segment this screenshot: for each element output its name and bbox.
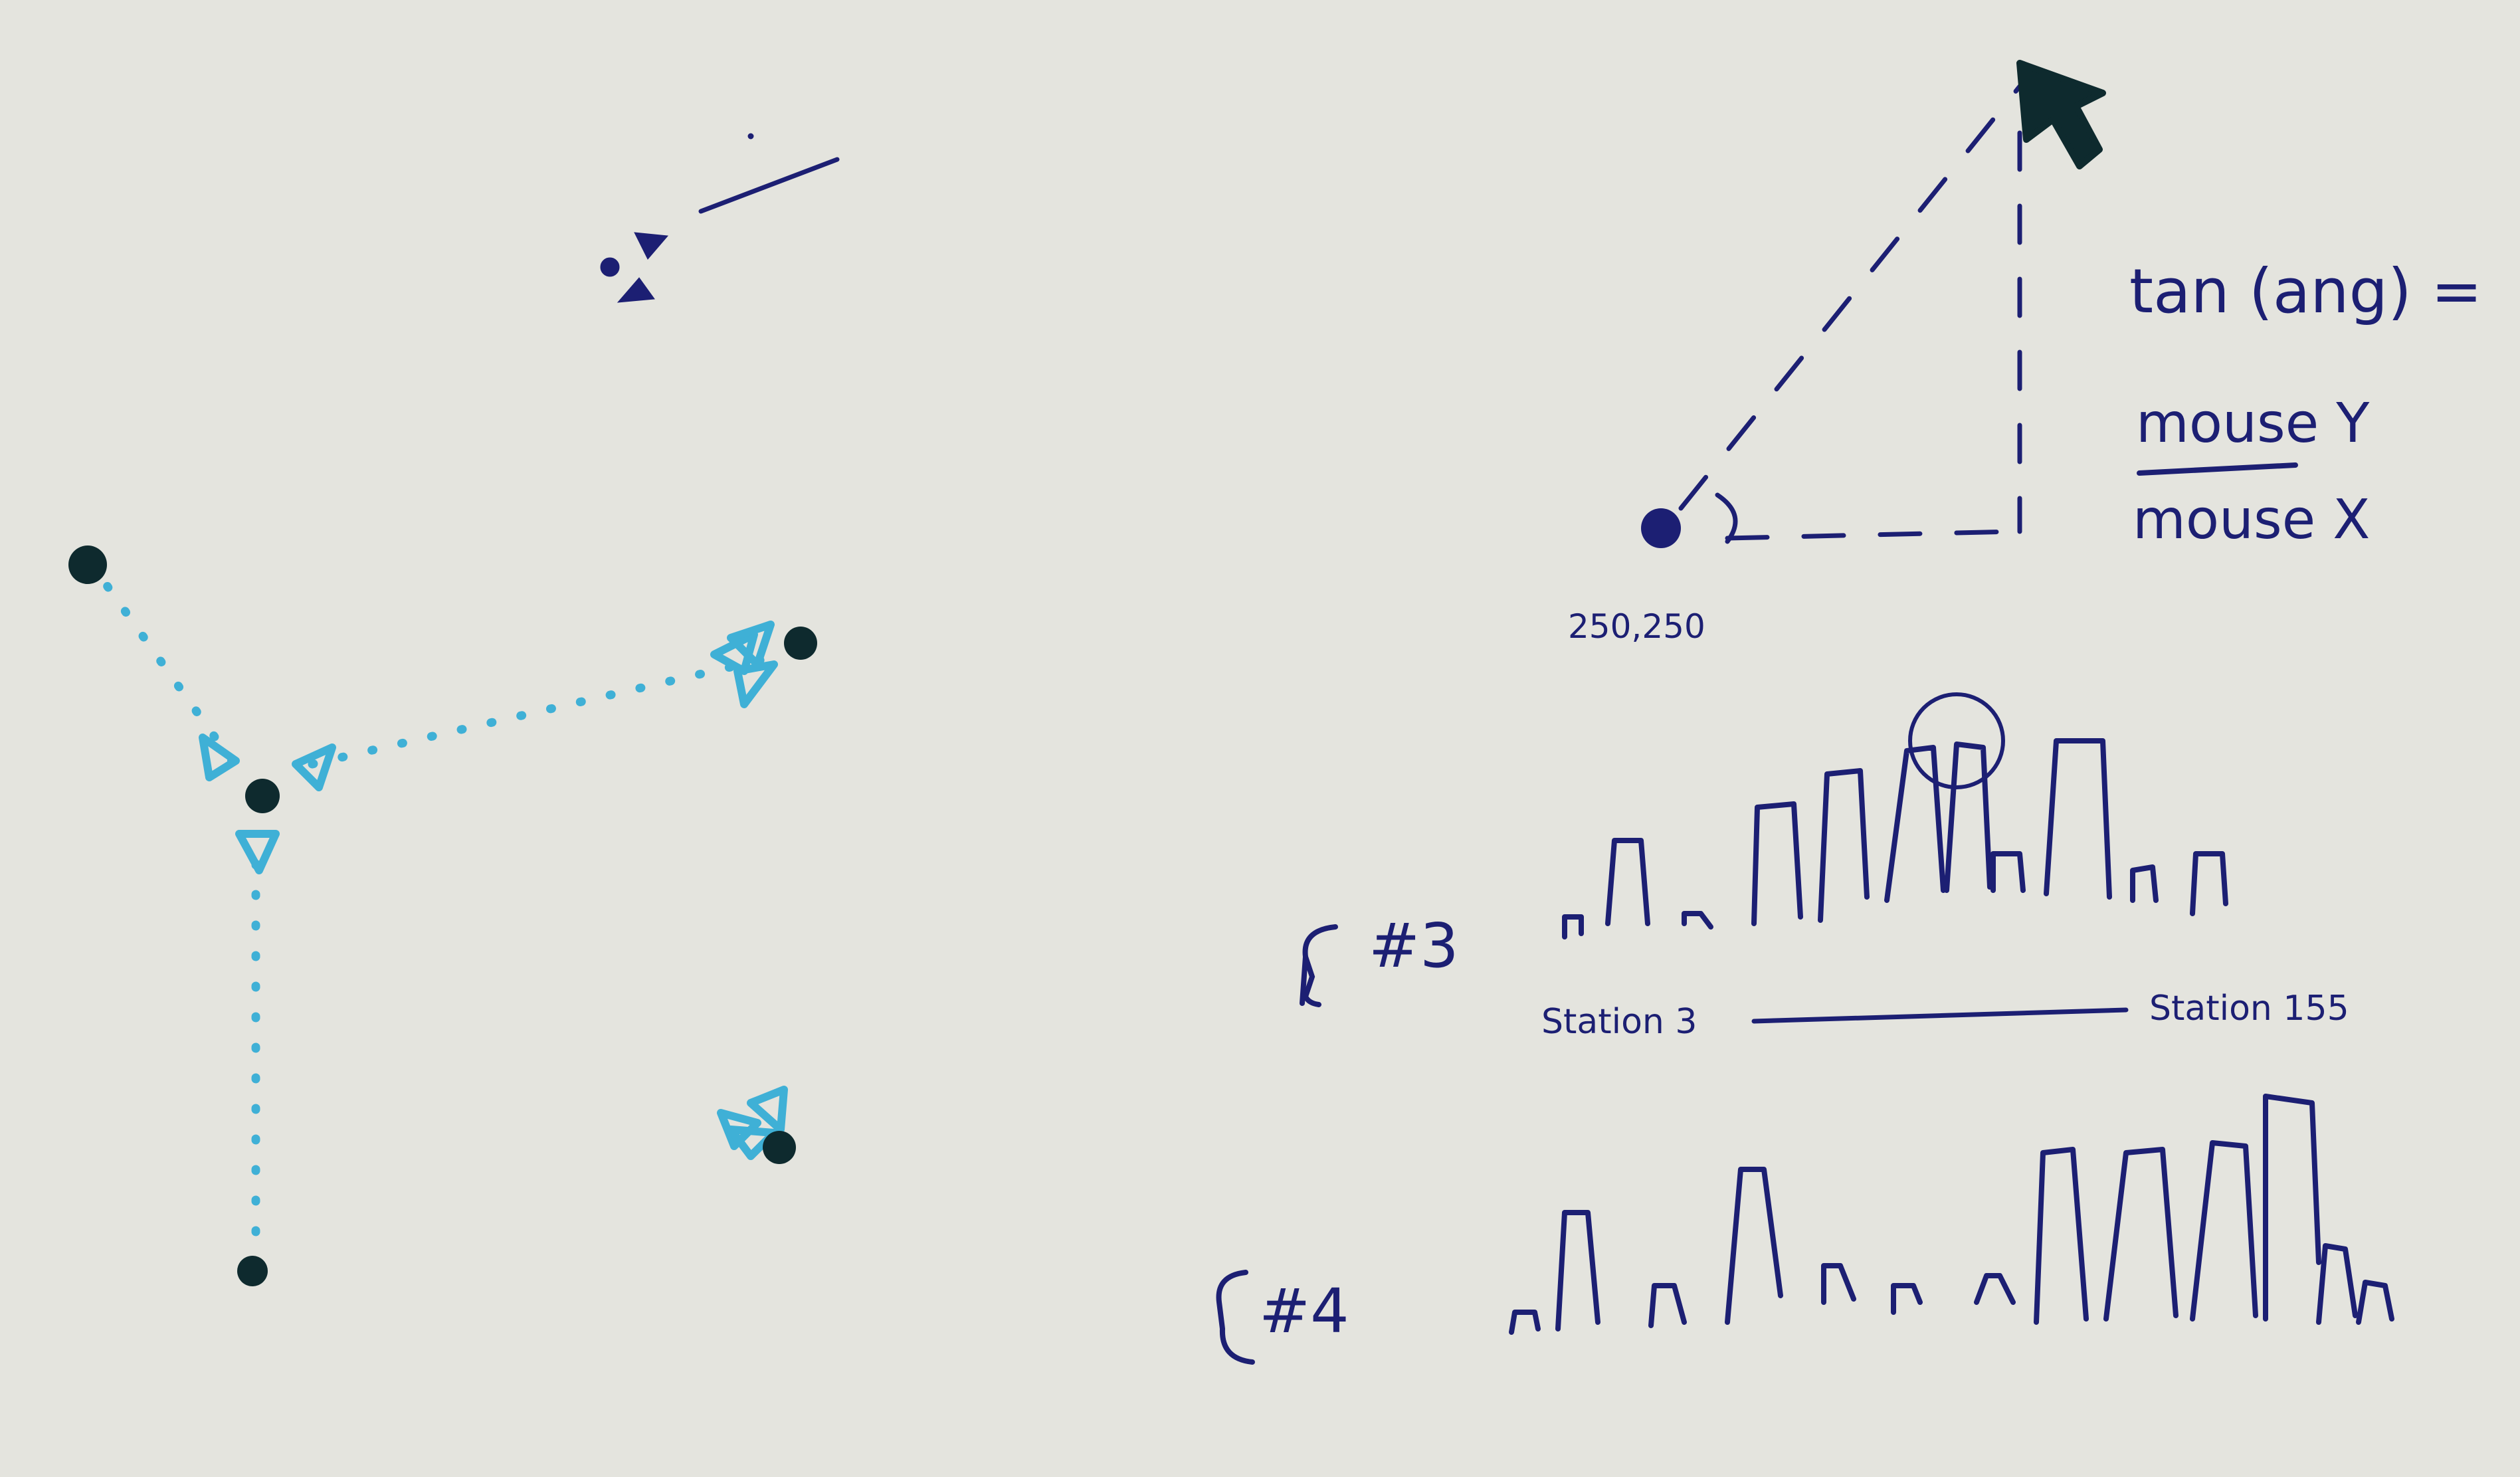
arrow-triangle-right [292, 743, 336, 791]
network-diagram [68, 545, 817, 1286]
network-edges [85, 557, 775, 1260]
mini-speck [747, 133, 754, 140]
mini-sketch [600, 133, 840, 303]
network-arrows [199, 621, 788, 1160]
bracket-3-lower [1300, 954, 1308, 1006]
arrow-cursor-icon [2016, 60, 2106, 169]
triangle-dashes [1678, 84, 2022, 544]
arrow-cluster-bottom-2 [747, 1086, 788, 1133]
mini-triangle-lower [617, 277, 655, 303]
node-top-left [68, 545, 107, 584]
station-axis-line-3 [1751, 1007, 2129, 1024]
axis-end-label-3: Station 155 [2149, 989, 2349, 1029]
formula-denominator: mouse X [2133, 488, 2370, 551]
fraction-bar [2137, 462, 2298, 476]
bar-sketch-3: #3 Station 3 Station 155 [1300, 692, 2349, 1042]
mini-triangle-upper [634, 232, 669, 260]
horizontal-side-dashed [1725, 529, 2016, 541]
angle-arc [1715, 492, 1738, 544]
arrow-cluster-right-3 [733, 660, 778, 708]
hypotenuse-dashed [1678, 84, 2022, 511]
node-right [784, 627, 817, 660]
arrow-cluster-bottom-3 [727, 1126, 778, 1160]
network-nodes [68, 545, 817, 1286]
mini-dash [698, 157, 840, 214]
arrow-triangle-left [199, 734, 240, 781]
peak-highlight-circle [1908, 692, 2005, 789]
arrow-triangle-bottom [235, 830, 280, 874]
arrow-cluster-right-2 [727, 621, 775, 668]
axis-start-label-3: Station 3 [1541, 1002, 1697, 1042]
bar-sketch-4: #4 [1216, 1094, 2394, 1365]
bar-outlines-4 [1509, 1094, 2394, 1335]
origin-point [1641, 508, 1681, 548]
node-center [245, 779, 280, 813]
node-bottom [237, 1256, 268, 1286]
origin-label: 250,250 [1568, 607, 1705, 646]
mini-dot [600, 257, 620, 277]
angle-diagram: 250,250 tan (ang) = mouse Y mouse X [1568, 60, 2482, 646]
node-bottom-right [763, 1131, 796, 1164]
bracket-4 [1216, 1270, 1255, 1365]
bar-outlines-3 [1562, 738, 2228, 939]
bracket-label-3: #3 [1369, 910, 1459, 981]
formula-lhs: tan (ang) = [2129, 256, 2482, 327]
bracket-label-4: #4 [1259, 1276, 1349, 1347]
formula-numerator: mouse Y [2136, 392, 2370, 455]
